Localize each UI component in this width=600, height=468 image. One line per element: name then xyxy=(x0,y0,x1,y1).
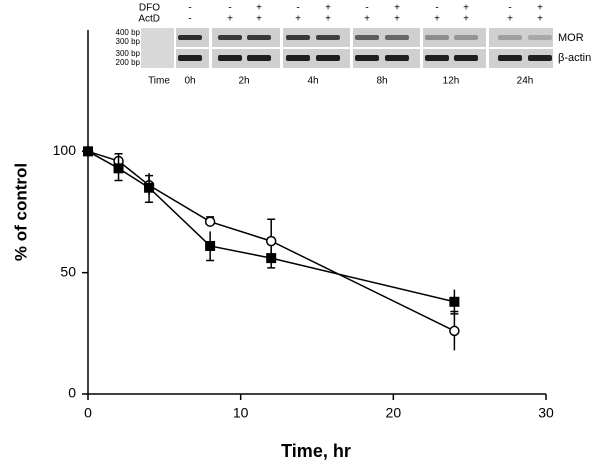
actd-sign: - xyxy=(188,14,191,25)
dfo-sign: - xyxy=(435,3,438,14)
row-label: DFO xyxy=(139,3,160,14)
time-point: 0h xyxy=(184,76,195,87)
mor-band xyxy=(385,35,409,40)
mor-band xyxy=(247,35,271,40)
data-point xyxy=(204,216,216,227)
actin-band xyxy=(286,55,310,61)
data-point xyxy=(266,253,277,264)
actd-sign: + xyxy=(394,14,400,25)
size-marker: 200 bp xyxy=(116,58,141,67)
y-tick-label: 100 xyxy=(53,142,77,158)
dfo-sign: + xyxy=(537,3,543,14)
dfo-sign: - xyxy=(296,3,299,14)
dfo-sign: - xyxy=(508,3,511,14)
x-axis-title: Time, hr xyxy=(281,441,351,461)
mor-band xyxy=(178,35,202,40)
dfo-sign: - xyxy=(228,3,231,14)
time-point: 12h xyxy=(443,76,460,87)
actin-band xyxy=(528,55,552,61)
mor-band xyxy=(454,35,478,40)
dfo-sign: - xyxy=(188,3,191,14)
x-tick-label: 30 xyxy=(538,405,554,421)
dfo-sign: - xyxy=(365,3,368,14)
y-tick-label: 50 xyxy=(60,263,76,279)
band-label: MOR xyxy=(558,32,584,44)
dfo-sign: + xyxy=(325,3,331,14)
mor-band xyxy=(316,35,340,40)
actin-band xyxy=(316,55,340,61)
dfo-sign: + xyxy=(256,3,262,14)
actin-band xyxy=(218,55,242,61)
actd-sign: + xyxy=(364,14,370,25)
actd-sign: + xyxy=(295,14,301,25)
mor-band xyxy=(355,35,379,40)
actd-sign: + xyxy=(434,14,440,25)
x-tick-label: 10 xyxy=(233,405,249,421)
y-tick-label: 0 xyxy=(68,385,76,401)
time-point: 4h xyxy=(307,76,318,87)
size-marker: 300 bp xyxy=(116,49,141,58)
actd-sign: + xyxy=(256,14,262,25)
time-point: 2h xyxy=(238,76,249,87)
y-axis-title: % of control xyxy=(11,163,30,261)
actd-sign: + xyxy=(507,14,513,25)
data-point xyxy=(265,235,277,247)
mor-band xyxy=(528,35,552,40)
row-label: ActD xyxy=(138,14,160,25)
actd-sign: + xyxy=(537,14,543,25)
gel-strip xyxy=(489,28,553,47)
time-point: 8h xyxy=(376,76,387,87)
data-point xyxy=(113,163,124,174)
mor-band xyxy=(286,35,310,40)
gel-strip xyxy=(212,49,280,68)
time-label: Time xyxy=(148,76,170,87)
dfo-sign: + xyxy=(394,3,400,14)
actin-band xyxy=(385,55,409,61)
data-point xyxy=(205,240,216,251)
mor-band xyxy=(425,35,449,40)
series-line xyxy=(87,150,455,332)
size-marker: 300 bp xyxy=(116,37,141,46)
size-marker: 400 bp xyxy=(116,28,141,37)
time-point: 24h xyxy=(517,76,534,87)
actd-sign: + xyxy=(463,14,469,25)
data-point xyxy=(144,182,155,193)
actin-band xyxy=(355,55,379,61)
marker-panel xyxy=(141,28,174,68)
data-point xyxy=(449,325,460,337)
data-point xyxy=(449,296,460,307)
actin-band xyxy=(454,55,478,61)
actd-sign: + xyxy=(325,14,331,25)
x-tick-label: 0 xyxy=(84,405,92,421)
actd-sign: + xyxy=(227,14,233,25)
dfo-sign: + xyxy=(463,3,469,14)
data-point xyxy=(83,146,93,157)
band-label: β-actin xyxy=(558,52,591,64)
actin-band xyxy=(178,55,202,61)
x-tick-label: 20 xyxy=(386,405,402,421)
actin-band xyxy=(425,55,449,61)
gel-strip xyxy=(212,28,280,47)
mor-band xyxy=(498,35,522,40)
mor-band xyxy=(218,35,242,40)
series-line xyxy=(87,150,455,303)
actin-band xyxy=(498,55,522,61)
actin-band xyxy=(247,55,271,61)
gel-strip xyxy=(423,28,486,47)
